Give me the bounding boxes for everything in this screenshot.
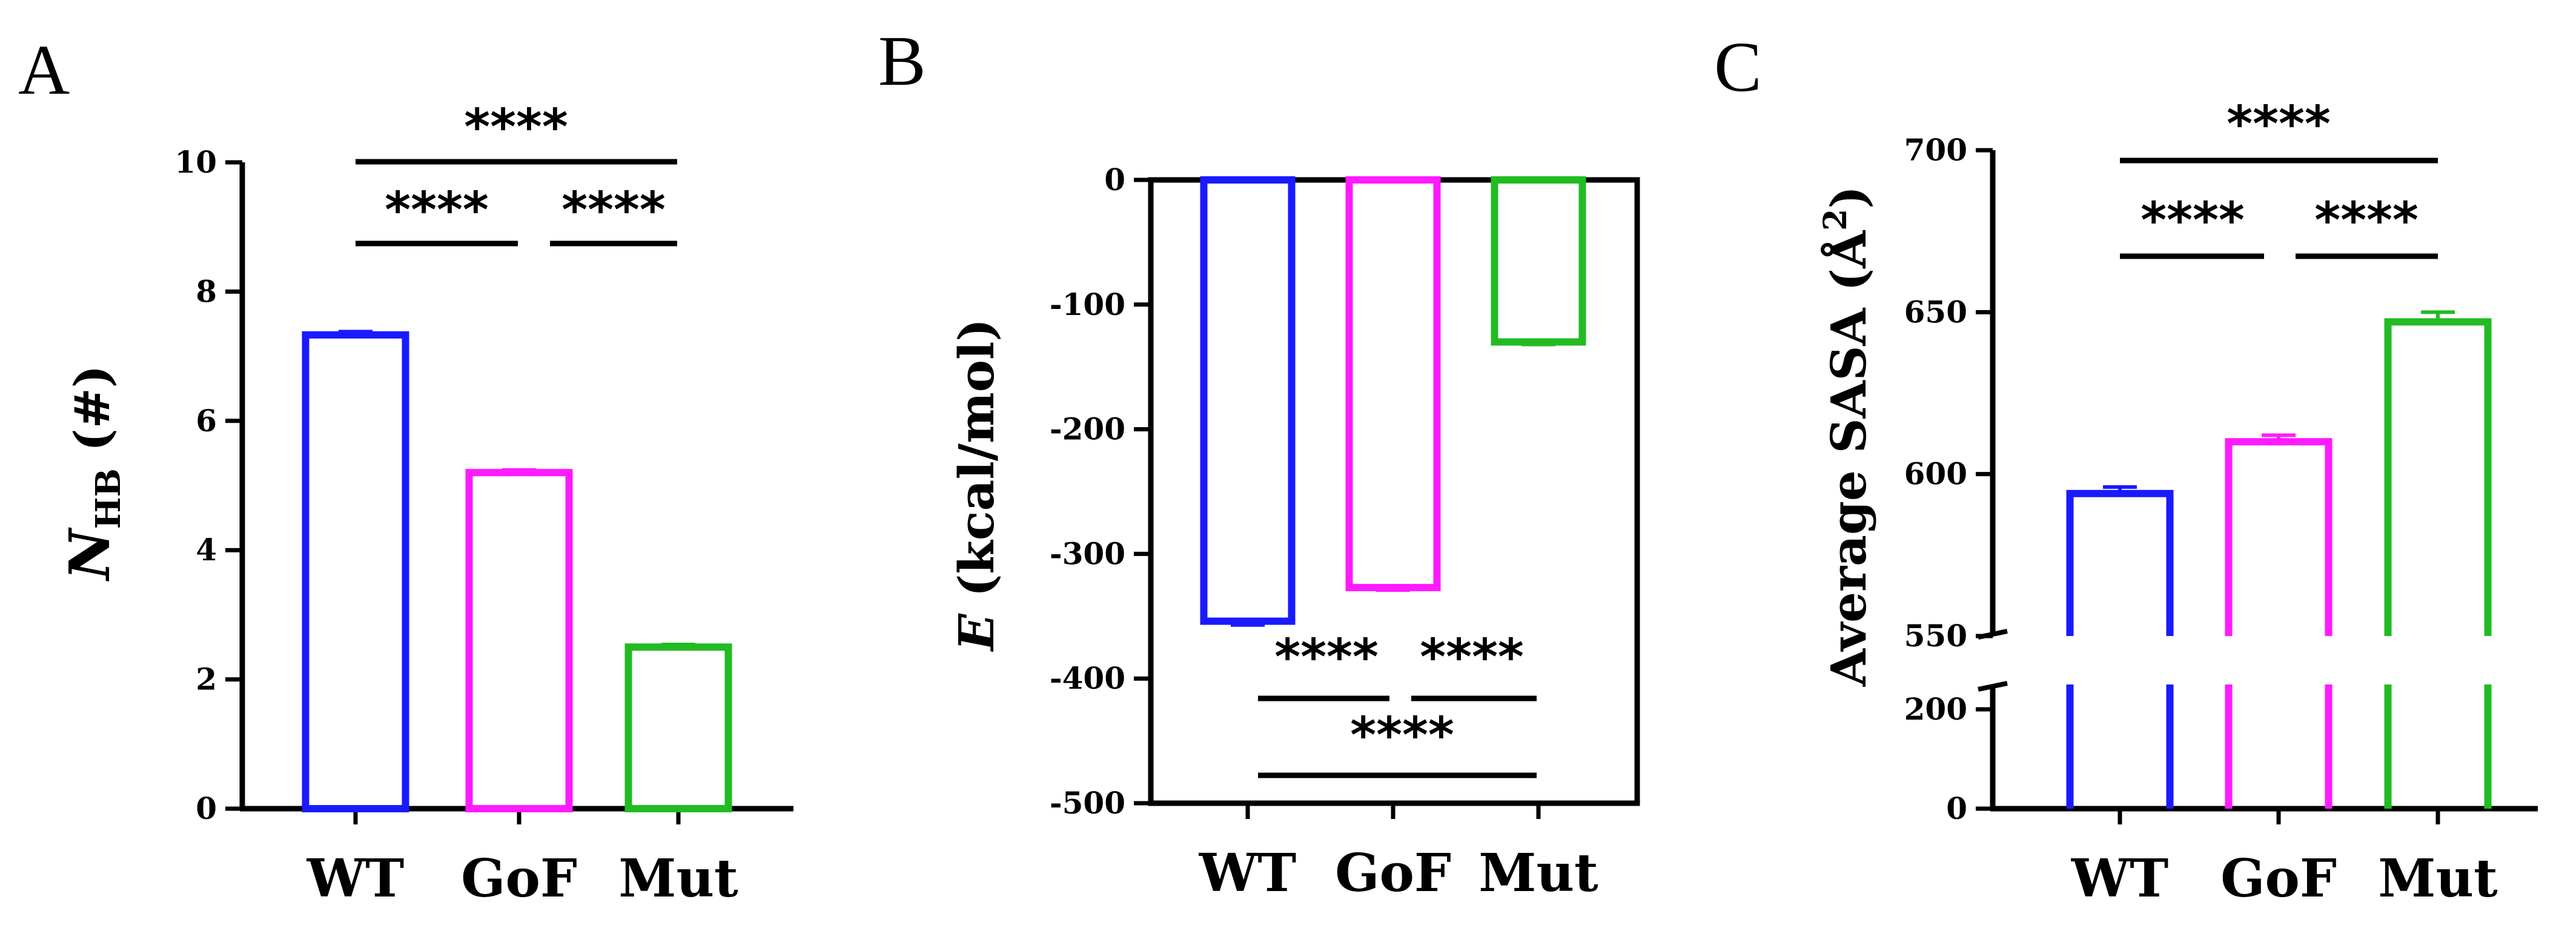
category-label-wt: WT (306, 848, 405, 909)
y-tick-label: 4 (196, 532, 217, 568)
y-tick-label: 650 (1904, 294, 1967, 330)
significance-label: **** (2141, 192, 2245, 250)
bar-mut (624, 643, 732, 812)
y-tick-label: 2 (196, 661, 217, 697)
bar-gof (1345, 176, 1441, 591)
y-tick-label: -400 (1050, 660, 1125, 696)
bar-gof-upper (2225, 438, 2333, 636)
significance-label: **** (2314, 192, 2419, 250)
y-tick-label: 0 (196, 790, 217, 826)
bar-wt-upper (2066, 489, 2174, 636)
y-tick-label: 8 (196, 273, 217, 309)
y-axis-label-c: Average SASA (Å2) (1817, 186, 1877, 687)
y-axis-label-a: NHB (#) (57, 365, 128, 582)
panel-a: A 0 2 4 6 8 10 WT GoF Mut **** **** **** NHB (#) (18, 30, 793, 909)
y-tick-label: -300 (1050, 535, 1125, 571)
bar-gof (465, 469, 573, 812)
significance-label: **** (2227, 96, 2331, 153)
bar-mut-upper (2384, 318, 2492, 636)
category-label-mut: Mut (2378, 848, 2498, 909)
category-label-mut: Mut (1478, 843, 1598, 904)
bar-wt (302, 331, 409, 812)
bar-wt (1200, 176, 1296, 625)
significance-label: **** (1420, 629, 1524, 686)
y-tick-label: 10 (174, 144, 217, 180)
y-tick-label: 0 (1104, 162, 1125, 197)
y-tick-label: 550 (1904, 618, 1967, 654)
category-label-gof: GoF (2220, 848, 2337, 909)
significance-label: **** (385, 182, 489, 239)
significance-label: **** (1350, 707, 1454, 764)
y-tick-label: -100 (1050, 287, 1125, 322)
significance-label: **** (1274, 629, 1379, 686)
significance-label: **** (464, 99, 568, 156)
panel-b: B 0 -100 -200 -300 -400 -500 WT GoF Mut **** ****… (878, 21, 1640, 904)
y-axis-label-b: E (kcal/mol) (948, 319, 1005, 652)
y-tick-label: 0 (1946, 790, 1967, 826)
y-tick-label: 200 (1904, 691, 1967, 727)
y-tick-label: 700 (1904, 132, 1967, 168)
y-tick-label: -500 (1050, 785, 1125, 821)
bar-mut (1491, 176, 1586, 346)
panel-letter-c: C (1714, 27, 1762, 107)
axis-break-mark (1978, 681, 2008, 692)
significance-label: **** (561, 182, 666, 239)
y-tick-label: -200 (1050, 411, 1125, 447)
y-tick-label: 6 (196, 403, 217, 439)
y-tick-label: 600 (1904, 456, 1967, 492)
category-label-mut: Mut (618, 848, 738, 909)
category-label-gof: GoF (1335, 843, 1451, 904)
category-label-wt: WT (1199, 843, 1297, 904)
panel-letter-a: A (18, 30, 70, 110)
category-label-wt: WT (2071, 848, 2169, 909)
panel-letter-b: B (878, 21, 926, 101)
category-label-gof: GoF (461, 848, 577, 909)
